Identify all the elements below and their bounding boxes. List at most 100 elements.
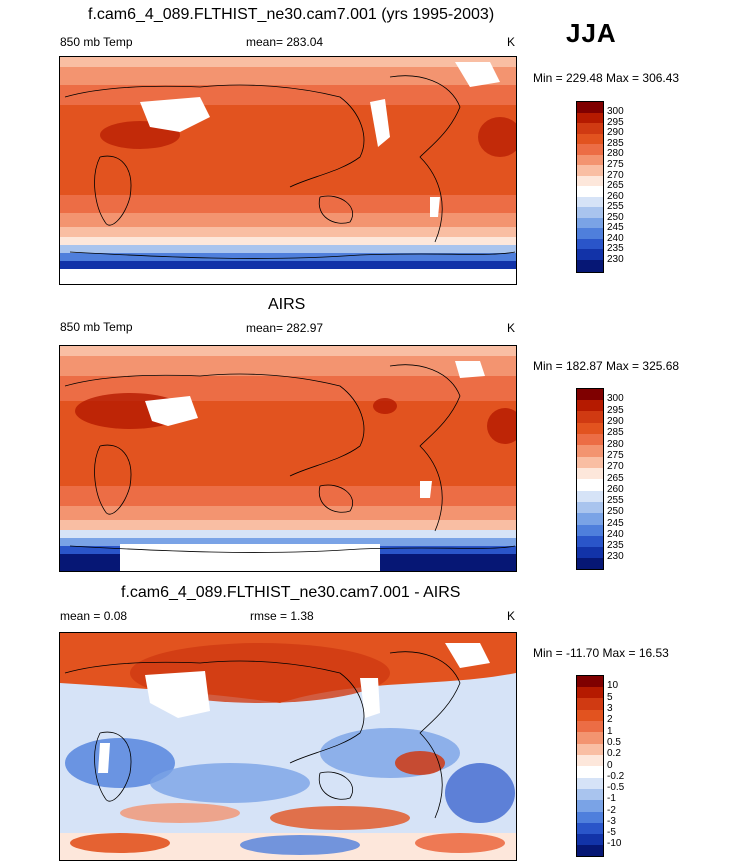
panel-3-colorbar-swatch <box>577 800 603 812</box>
panel-2-colorbar-swatch <box>577 479 603 491</box>
panel-1-colorbar-tick: 275 <box>607 159 624 170</box>
panel-3-colorbar <box>576 675 604 857</box>
panel-1-colorbar-swatch <box>577 165 603 176</box>
panel-1-colorbar-tick: 255 <box>607 201 624 212</box>
panel-1-colorbar-tick: 240 <box>607 233 624 244</box>
panel-3-colorbar-swatch <box>577 766 603 778</box>
panel-1-colorbar-tick: 250 <box>607 212 624 223</box>
panel-1-colorbar-tick: 280 <box>607 148 624 159</box>
panel-3-colorbar-swatch <box>577 676 603 687</box>
panel-1-colorbar-swatch <box>577 218 603 228</box>
panel-2-colorbar-tick: 300 <box>607 393 624 404</box>
panel-2-colorbar-swatch <box>577 468 603 479</box>
panel-1-colorbar-tick: 260 <box>607 191 624 202</box>
panel-1-colorbar-tick: 245 <box>607 222 624 233</box>
panel-3-colorbar-tick: 3 <box>607 703 613 714</box>
panel-2-colorbar-tick: 270 <box>607 461 624 472</box>
panel-3-colorbar-tick: -1 <box>607 793 616 804</box>
panel-1-colorbar-swatch <box>577 239 603 249</box>
panel-3-colorbar-swatch <box>577 845 603 856</box>
panel-1-colorbar-tick: 230 <box>607 254 624 265</box>
panel-1-units-label: K <box>507 35 516 49</box>
panel-1-colorbar-swatch <box>577 144 603 155</box>
panel-1-colorbar-swatch <box>577 155 603 165</box>
panel-1-colorbar-swatch <box>577 207 603 218</box>
panel-2-colorbar-swatch <box>577 434 603 445</box>
panel-2-colorbar <box>576 388 604 570</box>
panel-2-colorbar-swatch <box>577 411 603 423</box>
panel-1-colorbar-swatch <box>577 176 603 186</box>
panel-3-colorbar-tick: -0.2 <box>607 771 625 782</box>
panel-1-colorbar-tick: 285 <box>607 138 624 149</box>
panel-2-colorbar-swatch <box>577 423 603 434</box>
panel-1-field <box>60 57 516 284</box>
panel-1-colorbar-tick: 270 <box>607 170 624 181</box>
panel-2-colorbar-tick: 230 <box>607 551 624 562</box>
panel-2-variable-label: 850 mb Temp <box>60 320 133 334</box>
panel-3-title: f.cam6_4_089.FLTHIST_ne30.cam7.001 - AIR… <box>121 584 461 601</box>
panel-1-colorbar-swatch <box>577 249 603 260</box>
panel-2-colorbar-tick: 250 <box>607 506 624 517</box>
panel-2-minmax: Min = 182.87 Max = 325.68 <box>533 359 680 373</box>
panel-3-colorbar-swatch <box>577 834 603 845</box>
panel-2-colorbar-swatch <box>577 502 603 513</box>
panel-2-colorbar-tick: 255 <box>607 495 624 506</box>
panel-3-colorbar-tick: 0.5 <box>607 737 621 748</box>
panel-2-colorbar-swatch <box>577 389 603 400</box>
panel-3-colorbar-tick: 10 <box>607 680 619 691</box>
panel-1-colorbar-swatch <box>577 186 603 197</box>
panel-3-colorbar-tick: -10 <box>607 838 622 849</box>
panel-3-colorbar-swatch <box>577 812 603 823</box>
panel-2-colorbar-swatch <box>577 558 603 569</box>
panel-3-colorbar-tick: -2 <box>607 805 616 816</box>
panel-2-colorbar-tick: 285 <box>607 427 624 438</box>
panel-3-colorbar-tick: 1 <box>607 726 613 737</box>
panel-2-colorbar-swatch <box>577 536 603 547</box>
panel-2-colorbar-swatch <box>577 491 603 502</box>
panel-3-colorbar-swatch <box>577 744 603 755</box>
panel-1-mean-label: mean= 283.04 <box>246 35 324 49</box>
panel-1-colorbar-swatch <box>577 260 603 272</box>
panel-2-colorbar-tick: 280 <box>607 439 624 450</box>
panel-3-colorbar-swatch <box>577 778 603 789</box>
panel-2-colorbar-swatch <box>577 445 603 457</box>
panel-3-colorbar-tick: 0.2 <box>607 748 621 759</box>
panel-3-units-label: K <box>507 609 516 623</box>
panel-3-colorbar-swatch <box>577 755 603 766</box>
panel-2-colorbar-swatch <box>577 525 603 536</box>
panel-1-colorbar-swatch <box>577 228 603 239</box>
panel-3-colorbar-swatch <box>577 698 603 710</box>
panel-1-title: f.cam6_4_089.FLTHIST_ne30.cam7.001 (yrs … <box>88 6 495 23</box>
panel-3-colorbar-tick: -0.5 <box>607 782 625 793</box>
panel-2-colorbar-tick: 245 <box>607 518 624 529</box>
panel-3-colorbar-swatch <box>577 823 603 834</box>
panel-2-title: AIRS <box>268 296 306 313</box>
panel-3-colorbar-swatch <box>577 721 603 732</box>
panel-2-units-label: K <box>507 321 516 335</box>
panel-1-colorbar-swatch <box>577 123 603 134</box>
panel-1-colorbar-tick: 295 <box>607 117 624 128</box>
panel-1-colorbar-tick: 235 <box>607 243 624 254</box>
panel-1-colorbar-tick: 300 <box>607 106 624 117</box>
season-label: JJA <box>566 18 617 48</box>
panel-2-field <box>60 346 516 571</box>
panel-2-colorbar-swatch <box>577 457 603 468</box>
panel-2-colorbar-tick: 295 <box>607 405 624 416</box>
panel-2-colorbar-swatch <box>577 547 603 558</box>
panel-3-colorbar-tick: 5 <box>607 692 613 703</box>
panel-3-colorbar-swatch <box>577 732 603 744</box>
panel-3-colorbar-swatch <box>577 710 603 721</box>
panel-2-colorbar-tick: 265 <box>607 473 624 484</box>
panel-3-colorbar-swatch <box>577 789 603 800</box>
panel-3-colorbar-tick: -3 <box>607 816 616 827</box>
panel-1-colorbar-swatch <box>577 102 603 113</box>
panel-1-colorbar-tick: 290 <box>607 127 624 138</box>
panel-2-colorbar-swatch <box>577 513 603 525</box>
panel-1-colorbar-swatch <box>577 113 603 123</box>
panel-1-colorbar <box>576 101 604 273</box>
panel-2-colorbar-tick: 260 <box>607 484 624 495</box>
panel-3-mean-label: mean = 0.08 <box>60 609 128 623</box>
panel-2-colorbar-tick: 290 <box>607 416 624 427</box>
panel-3-colorbar-tick: -5 <box>607 827 616 838</box>
panel-3-field <box>60 633 516 860</box>
